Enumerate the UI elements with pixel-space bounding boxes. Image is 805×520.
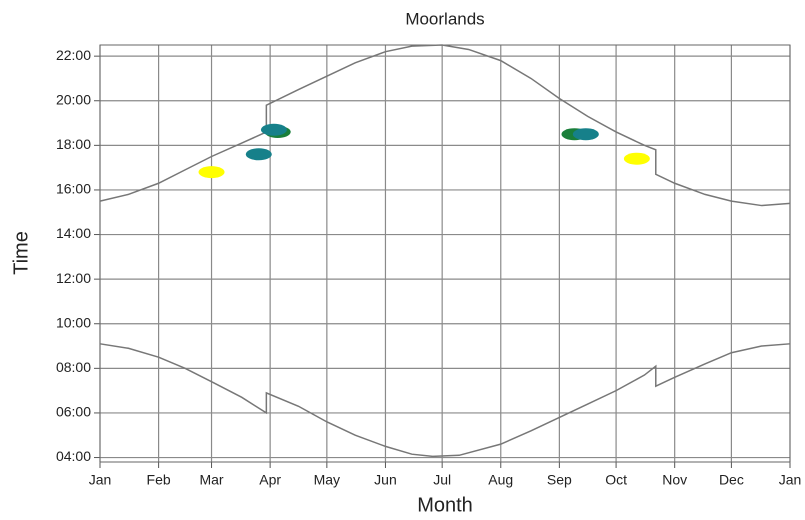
x-tick-label: Oct: [605, 472, 627, 488]
y-tick-label: 22:00: [56, 47, 91, 63]
y-axis-label: Time: [10, 231, 32, 275]
y-tick-label: 14:00: [56, 225, 91, 241]
x-tick-label: May: [314, 472, 340, 488]
y-tick-label: 12:00: [56, 270, 91, 286]
y-tick-label: 16:00: [56, 181, 91, 197]
x-tick-label: Jan: [89, 472, 112, 488]
y-tick-label: 10:00: [56, 314, 91, 330]
point: [260, 123, 287, 136]
chart-title: Moorlands: [405, 9, 484, 28]
line: [99, 343, 791, 458]
x-tick-label: Feb: [147, 472, 171, 488]
y-tick-label: 18:00: [56, 136, 91, 152]
point: [572, 128, 599, 141]
x-tick-label: Jul: [433, 472, 451, 488]
y-tick-label: 08:00: [56, 359, 91, 375]
line: [99, 44, 791, 207]
y-tick-label: 06:00: [56, 404, 91, 420]
y-tick-label: 20:00: [56, 91, 91, 107]
point: [198, 166, 225, 179]
x-axis-label: Month: [417, 494, 473, 516]
x-tick-label: Apr: [259, 472, 281, 488]
x-tick-label: Jan: [779, 472, 802, 488]
x-tick-label: Jun: [374, 472, 397, 488]
x-tick-label: Mar: [199, 472, 223, 488]
point: [245, 148, 272, 161]
x-tick-label: Aug: [488, 472, 513, 488]
y-tick-label: 04:00: [56, 448, 91, 464]
point: [623, 152, 650, 165]
x-tick-label: Nov: [662, 472, 687, 488]
plot-frame: [99, 44, 791, 463]
x-tick-label: Sep: [547, 472, 572, 488]
x-tick-label: Dec: [719, 472, 744, 488]
